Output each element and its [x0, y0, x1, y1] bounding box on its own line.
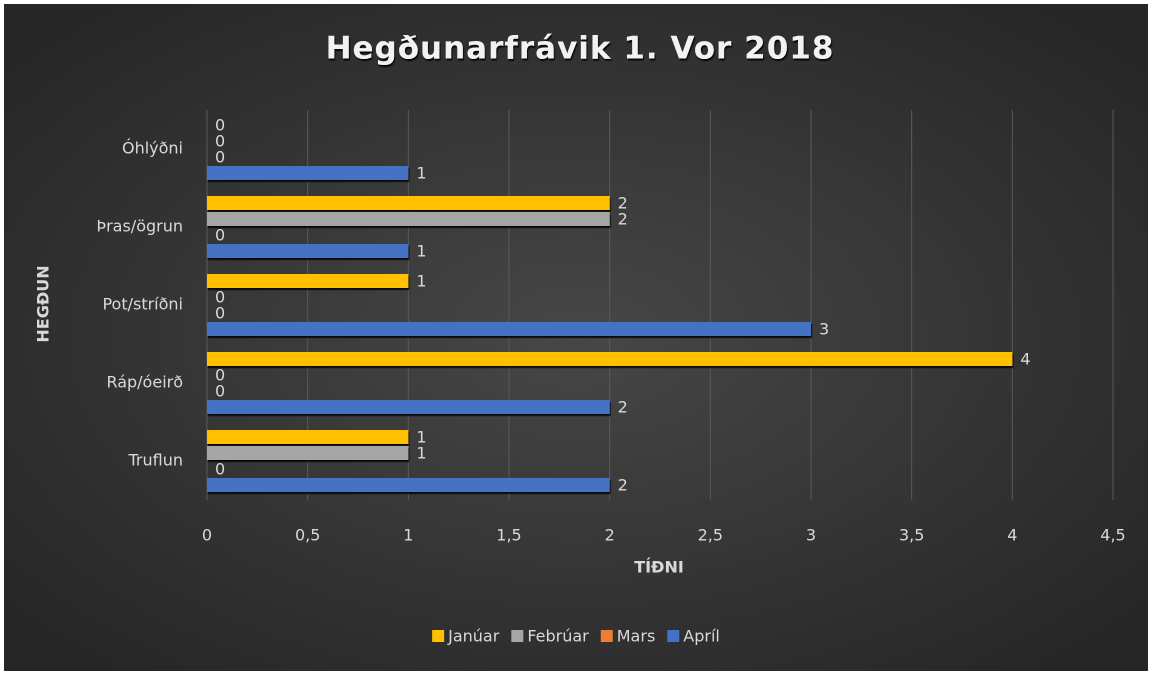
data-label: 0: [215, 148, 225, 167]
data-label: 1: [416, 444, 426, 463]
bar: [207, 400, 610, 414]
bar: [207, 274, 409, 288]
bar: [207, 212, 610, 226]
x-axis-label: TÍÐNI: [634, 558, 684, 577]
data-label: 1: [416, 164, 426, 183]
bar: [207, 430, 409, 444]
bar: [207, 166, 409, 180]
legend-label: Febrúar: [527, 627, 589, 646]
x-tick-label: 4,5: [1100, 526, 1125, 545]
data-label: 0: [215, 226, 225, 245]
data-label: 0: [215, 304, 225, 323]
data-label: 0: [215, 288, 225, 307]
data-label: 2: [618, 398, 628, 417]
data-label: 0: [215, 460, 225, 479]
data-label: 2: [618, 476, 628, 495]
legend-swatch: [511, 630, 524, 642]
data-label: 1: [416, 242, 426, 261]
bar: [207, 244, 409, 258]
y-tick-label: Óhlýðni: [122, 139, 183, 158]
x-tick-label: 4: [1007, 526, 1017, 545]
legend-label: Janúar: [447, 627, 500, 646]
chart-title: Hegðunarfrávik 1. Vor 2018: [326, 31, 835, 67]
y-tick-label: Pot/stríðni: [102, 295, 183, 314]
background: [4, 4, 1148, 671]
bar: [207, 352, 1013, 366]
y-tick-label: Ráp/óeirð: [106, 373, 183, 392]
data-label: 2: [618, 210, 628, 229]
bar: [207, 322, 811, 336]
x-tick-label: 2,5: [698, 526, 723, 545]
data-label: 3: [819, 320, 829, 339]
bar: [207, 446, 409, 460]
data-label: 1: [416, 428, 426, 447]
legend-swatch: [600, 630, 613, 642]
data-label: 2: [618, 194, 628, 213]
data-label: 0: [215, 382, 225, 401]
legend-label: Mars: [617, 627, 656, 646]
x-tick-label: 0,5: [295, 526, 320, 545]
legend-swatch: [667, 630, 680, 642]
y-tick-label: Truflun: [128, 451, 184, 470]
data-label: 0: [215, 366, 225, 385]
x-tick-label: 1,5: [496, 526, 521, 545]
x-tick-label: 3: [806, 526, 816, 545]
bar: [207, 478, 610, 492]
y-tick-label: Þras/ögrun: [96, 217, 183, 236]
data-label: 4: [1020, 350, 1030, 369]
x-tick-label: 3,5: [899, 526, 924, 545]
y-axis-label: HEGÐUN: [34, 265, 53, 342]
x-tick-label: 2: [605, 526, 615, 545]
x-tick-label: 0: [202, 526, 212, 545]
bar: [207, 196, 610, 210]
data-label: 0: [215, 116, 225, 135]
data-label: 1: [416, 272, 426, 291]
legend-swatch: [432, 630, 445, 642]
data-label: 0: [215, 132, 225, 151]
legend-label: Apríl: [683, 627, 720, 646]
x-tick-label: 1: [403, 526, 413, 545]
